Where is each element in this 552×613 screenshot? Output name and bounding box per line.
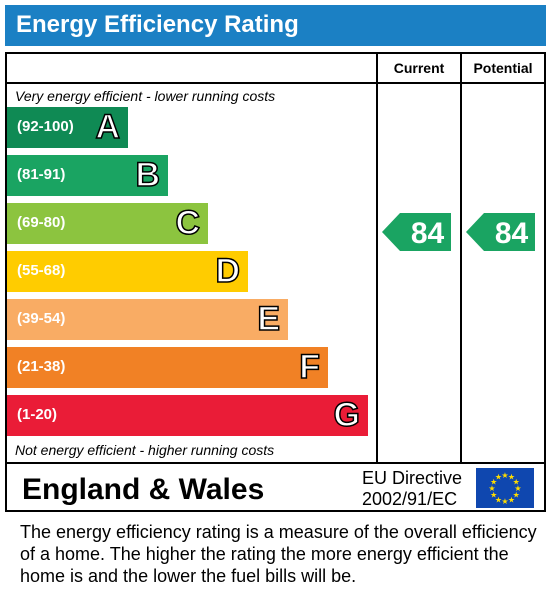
eu-star-icon: ★ xyxy=(501,497,508,506)
band-range-label: (55-68) xyxy=(17,262,66,279)
band-range-label: (81-91) xyxy=(17,166,66,183)
eu-star-icon: ★ xyxy=(501,471,508,480)
eu-star-icon: ★ xyxy=(488,484,495,493)
chart-title: Energy Efficiency Rating xyxy=(16,11,299,38)
band-letter: B xyxy=(135,155,161,195)
band-range-label: (92-100) xyxy=(17,118,74,135)
band-b: (81-91) B xyxy=(7,155,168,196)
eu-star-icon: ★ xyxy=(514,484,521,493)
band-g: (1-20) G xyxy=(7,395,368,436)
band-f: (21-38) F xyxy=(7,347,328,388)
eu-star-icon: ★ xyxy=(495,495,502,504)
eu-star-icon: ★ xyxy=(490,491,497,500)
band-letter: D xyxy=(215,251,241,291)
country-label: England & Wales xyxy=(22,473,265,506)
band-range-label: (21-38) xyxy=(17,358,66,375)
eu-star-icon: ★ xyxy=(513,478,520,487)
band-range-label: (39-54) xyxy=(17,310,66,327)
band-d: (55-68) D xyxy=(7,251,248,292)
eu-directive: EU Directive 2002/91/EC xyxy=(362,468,462,510)
band-range-label: (1-20) xyxy=(17,406,58,423)
current-rating-value: 84 xyxy=(411,217,445,250)
footer-rule xyxy=(5,462,546,464)
eu-star-icon: ★ xyxy=(508,473,515,482)
description-text: The energy efficiency rating is a measur… xyxy=(20,522,537,586)
eu-star-icon: ★ xyxy=(508,495,515,504)
bottom-note: Not energy efficient - higher running co… xyxy=(15,442,275,458)
eu-directive-line-2: 2002/91/EC xyxy=(362,489,458,509)
band-letter: F xyxy=(298,347,320,387)
current-rating-arrow xyxy=(382,213,451,251)
band-letter: C xyxy=(175,203,201,243)
band-range-label: (69-80) xyxy=(17,214,66,231)
potential-rating-arrow xyxy=(466,213,535,251)
band-a: (92-100) A xyxy=(7,107,128,148)
band-c: (69-80) C xyxy=(7,203,208,244)
potential-header: Potential xyxy=(473,60,533,76)
eu-star-icon: ★ xyxy=(513,491,520,500)
band-e: (39-54) E xyxy=(7,299,288,340)
header-rule xyxy=(5,82,546,84)
potential-rating-value: 84 xyxy=(495,217,529,250)
eu-directive-line-1: EU Directive xyxy=(362,468,463,488)
current-header: Current xyxy=(393,60,445,76)
divider-current xyxy=(376,52,378,464)
eu-star-icon: ★ xyxy=(490,478,497,487)
top-note: Very energy efficient - lower running co… xyxy=(15,88,276,104)
eu-flag-icon: ★ ★ ★ ★ ★ ★ ★ ★ ★ ★ ★ ★ xyxy=(476,468,534,508)
band-letter: A xyxy=(95,107,121,147)
eu-star-icon: ★ xyxy=(495,473,502,482)
rating-frame xyxy=(5,52,546,512)
title-bar: Energy Efficiency Rating xyxy=(5,5,546,46)
divider-potential xyxy=(460,52,462,464)
band-letter: G xyxy=(333,395,361,435)
band-letter: E xyxy=(257,299,281,339)
